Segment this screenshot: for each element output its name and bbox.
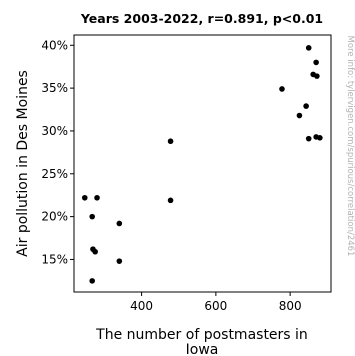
source-note: More info: tylervigen.com/spurious/corre…	[345, 36, 355, 257]
chart-title: Years 2003-2022, r=0.891, p<0.01	[80, 11, 323, 26]
data-point	[305, 135, 312, 142]
y-axis: 15% 20% 25% 30% 35% 40%	[41, 38, 74, 266]
data-point	[116, 258, 123, 264]
data-point	[167, 138, 174, 145]
data-point	[167, 197, 174, 204]
data-point	[279, 86, 285, 92]
data-point	[296, 112, 303, 119]
y-tick-label: 35%	[41, 81, 68, 95]
x-tick-label: 800	[279, 299, 302, 313]
data-point	[94, 194, 100, 201]
y-tick-label: 20%	[41, 210, 68, 224]
y-tick-label: 40%	[41, 38, 68, 52]
x-tick-label: 400	[130, 299, 153, 313]
x-axis-label: The number of postmasters in Iowa	[95, 327, 308, 356]
data-point	[305, 45, 312, 51]
y-tick-label: 30%	[41, 124, 68, 138]
x-axis: 400 600 800	[130, 292, 302, 313]
y-axis-label: Air pollution in Des Moines	[15, 70, 31, 257]
data-point	[313, 59, 319, 66]
data-point	[116, 220, 123, 227]
plot-area-frame	[73, 34, 332, 293]
y-tick-label: 15%	[41, 252, 68, 266]
data-point	[317, 135, 323, 141]
data-point	[89, 278, 95, 284]
data-points	[81, 45, 323, 284]
data-point	[89, 213, 95, 220]
x-tick-label: 600	[204, 299, 227, 313]
data-point	[92, 248, 98, 255]
y-tick-label: 25%	[41, 167, 68, 181]
data-point	[314, 73, 320, 79]
data-point	[81, 194, 88, 201]
data-point	[303, 103, 309, 109]
